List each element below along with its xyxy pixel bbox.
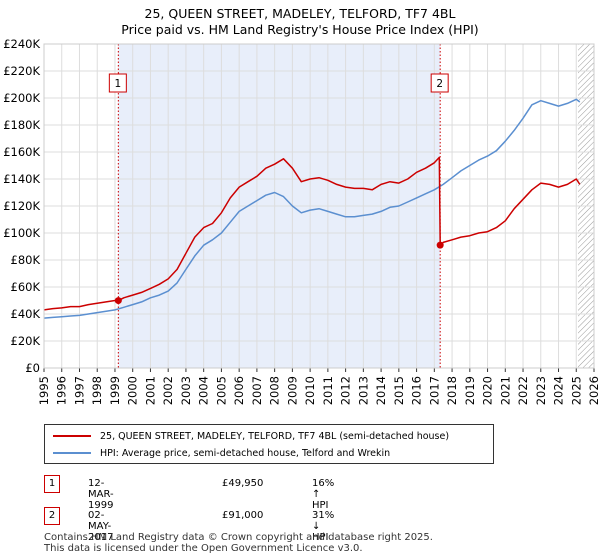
- x-tick-label: 2008: [268, 376, 282, 405]
- x-tick-label: 2022: [516, 376, 530, 405]
- x-tick-label: 1999: [108, 376, 122, 405]
- x-tick-label: 2000: [126, 376, 140, 405]
- legend: 25, QUEEN STREET, MADELEY, TELFORD, TF7 …: [44, 424, 494, 464]
- annotation-price-1: £49,950: [222, 478, 264, 489]
- y-tick-label: £0: [25, 361, 40, 375]
- y-tick-label: £140K: [3, 172, 40, 186]
- x-tick-label: 2010: [303, 376, 317, 405]
- y-tick-label: £160K: [3, 145, 40, 159]
- sale-marker-badge: [430, 73, 449, 93]
- x-tick-label: 2005: [214, 376, 228, 405]
- annotation-hpi-2: 31% ↓ HPI: [312, 510, 335, 543]
- x-tick-label: 2017: [427, 376, 441, 405]
- legend-item-hpi: HPI: Average price, semi-detached house,…: [53, 445, 390, 461]
- plot-frame: [43, 43, 595, 369]
- x-tick-label: 2012: [339, 376, 353, 405]
- annotation-price-2: £91,000: [222, 510, 264, 521]
- chart-subtitle: Price paid vs. HM Land Registry's House …: [121, 22, 479, 37]
- x-tick-label: 2016: [410, 376, 424, 405]
- y-tick-label: £240K: [3, 37, 40, 51]
- x-tick-label: 2026: [587, 376, 600, 405]
- y-tick-label: £180K: [3, 118, 40, 132]
- y-tick-label: £80K: [11, 253, 41, 267]
- sale-point: [114, 297, 122, 305]
- x-tick-label: 2020: [481, 376, 495, 405]
- x-tick-label: 2013: [356, 376, 370, 405]
- legend-label-hpi: HPI: Average price, semi-detached house,…: [100, 447, 391, 459]
- x-tick-label: 2021: [498, 376, 512, 405]
- x-tick-label: 2002: [161, 376, 175, 405]
- x-tick-label: 2011: [321, 376, 335, 405]
- price-chart: £0 £20K £40K £60K £80K £100K £120K £140K £160K £1…: [3, 37, 600, 405]
- annotation-date-1: 12-MAR-1999: [88, 478, 114, 511]
- legend-swatch-hpi: [53, 452, 91, 454]
- x-tick-label: 2007: [250, 376, 264, 405]
- sale-marker-label: 2: [436, 78, 443, 90]
- x-tick-label: 2018: [445, 376, 459, 405]
- x-tick-label: 2023: [534, 376, 548, 405]
- x-tick-label: 2004: [197, 376, 211, 405]
- sale-marker-badge: [108, 73, 127, 93]
- x-tick-label: 2024: [552, 376, 566, 405]
- x-tick-label: 2006: [232, 376, 246, 405]
- x-tick-label: 2003: [179, 376, 193, 405]
- sale-point: [436, 241, 444, 249]
- x-tick-label: 1997: [72, 376, 86, 405]
- y-tick-label: £60K: [11, 280, 41, 294]
- legend-swatch-property: [53, 435, 91, 437]
- y-tick-label: £100K: [3, 226, 40, 240]
- annotation-badge-2: 2: [44, 507, 60, 525]
- footer-licence: This data is licensed under the Open Gov…: [44, 543, 363, 554]
- y-tick-label: £40K: [11, 307, 41, 321]
- y-tick-label: £220K: [3, 64, 40, 78]
- x-tick-label: 2025: [569, 376, 583, 405]
- x-tick-label: 2019: [463, 376, 477, 405]
- annotation-hpi-1: 16% ↑ HPI: [312, 478, 335, 511]
- sale-marker-label: 1: [114, 78, 121, 90]
- annotation-badge-1: 1: [44, 475, 60, 493]
- x-tick-label: 1998: [90, 376, 104, 405]
- property-price-line: [43, 156, 581, 311]
- annotation-date-2: 02-MAY-2017: [88, 510, 114, 543]
- hpi-line: [43, 98, 581, 319]
- x-tick-label: 2015: [392, 376, 406, 405]
- footer-copyright: Contains HM Land Registry data © Crown c…: [44, 532, 433, 543]
- legend-label-property: 25, QUEEN STREET, MADELEY, TELFORD, TF7 …: [100, 430, 450, 442]
- y-tick-label: £120K: [3, 199, 40, 213]
- y-tick-label: £200K: [3, 91, 40, 105]
- chart-title: 25, QUEEN STREET, MADELEY, TELFORD, TF7 …: [144, 6, 456, 21]
- x-tick-label: 2009: [285, 376, 299, 405]
- y-tick-label: £20K: [11, 334, 41, 348]
- x-tick-label: 2001: [143, 376, 157, 405]
- x-tick-label: 1996: [55, 376, 69, 405]
- legend-item-property: 25, QUEEN STREET, MADELEY, TELFORD, TF7 …: [53, 428, 449, 444]
- x-tick-label: 1995: [37, 376, 51, 405]
- x-tick-label: 2014: [374, 376, 388, 405]
